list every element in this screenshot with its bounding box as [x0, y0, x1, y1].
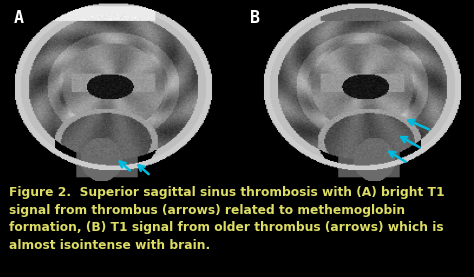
- Text: A: A: [14, 9, 24, 27]
- Text: Figure 2.  Superior sagittal sinus thrombosis with (A) bright T1
signal from thr: Figure 2. Superior sagittal sinus thromb…: [9, 186, 445, 252]
- Text: B: B: [250, 9, 260, 27]
